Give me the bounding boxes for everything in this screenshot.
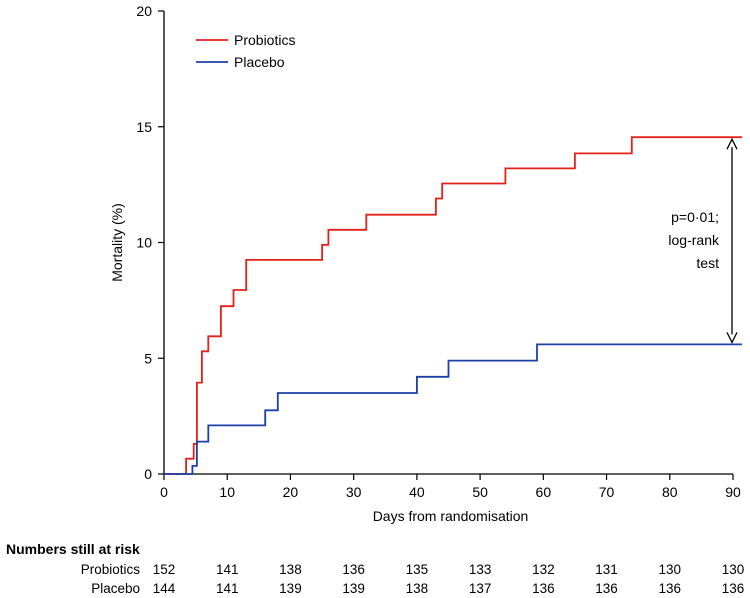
annotation-text-line: test xyxy=(696,255,719,271)
risk-count: 130 xyxy=(659,562,682,577)
risk-row-label-placebo: Placebo xyxy=(91,581,140,596)
risk-count: 130 xyxy=(722,562,745,577)
risk-count: 139 xyxy=(279,581,302,596)
significance-annotation: p=0·01; log-rank test xyxy=(668,137,738,344)
y-tick-label: 0 xyxy=(144,466,152,482)
series-line-placebo xyxy=(164,343,742,475)
risk-count: 137 xyxy=(469,581,492,596)
series-lines xyxy=(164,136,742,475)
risk-count: 152 xyxy=(153,562,176,577)
annotation-arrowhead-top xyxy=(726,137,738,150)
risk-row-label-probiotics: Probiotics xyxy=(81,562,141,577)
risk-count: 135 xyxy=(406,562,429,577)
risk-count: 133 xyxy=(469,562,492,577)
legend-label-placebo: Placebo xyxy=(234,54,285,70)
legend: Probiotics Placebo xyxy=(196,32,295,70)
risk-count: 141 xyxy=(216,581,239,596)
x-axis-label: Days from randomisation xyxy=(373,508,529,524)
y-tick-label: 10 xyxy=(136,235,152,251)
x-tick-label: 30 xyxy=(346,484,362,500)
x-tick-label: 90 xyxy=(725,484,741,500)
x-tick-label: 50 xyxy=(472,484,488,500)
risk-count: 139 xyxy=(342,581,365,596)
legend-label-probiotics: Probiotics xyxy=(234,32,295,48)
risk-count: 138 xyxy=(279,562,302,577)
risk-table: Numbers still at risk Probiotics 152 141 138… xyxy=(6,541,744,596)
y-tick-label: 5 xyxy=(144,350,152,366)
x-tick-label: 0 xyxy=(160,484,168,500)
x-tick-label: 80 xyxy=(662,484,678,500)
risk-count: 136 xyxy=(595,581,618,596)
risk-count: 136 xyxy=(722,581,745,596)
series-line-probiotics xyxy=(164,136,742,475)
axes: 0 5 10 15 20 0 10 20 30 40 50 60 70 80 90 Days from ran… xyxy=(109,3,741,524)
risk-count: 136 xyxy=(659,581,682,596)
annotation-text-line: p=0·01; xyxy=(671,209,719,225)
y-tick-label: 20 xyxy=(136,3,152,19)
risk-count: 136 xyxy=(342,562,365,577)
x-tick-label: 40 xyxy=(409,484,425,500)
x-tick-label: 60 xyxy=(536,484,552,500)
risk-count: 141 xyxy=(216,562,239,577)
annotation-arrowhead-bottom xyxy=(726,332,738,344)
risk-count: 136 xyxy=(532,581,555,596)
x-tick-label: 20 xyxy=(283,484,299,500)
annotation-text-line: log-rank xyxy=(668,232,720,248)
y-axis-label: Mortality (%) xyxy=(109,203,125,282)
x-tick-label: 10 xyxy=(219,484,235,500)
x-tick-label: 70 xyxy=(599,484,615,500)
risk-count: 138 xyxy=(406,581,429,596)
risk-table-title: Numbers still at risk xyxy=(6,541,140,557)
y-tick-label: 15 xyxy=(136,119,152,135)
risk-count: 132 xyxy=(532,562,555,577)
risk-count: 144 xyxy=(153,581,176,596)
risk-count: 131 xyxy=(595,562,618,577)
